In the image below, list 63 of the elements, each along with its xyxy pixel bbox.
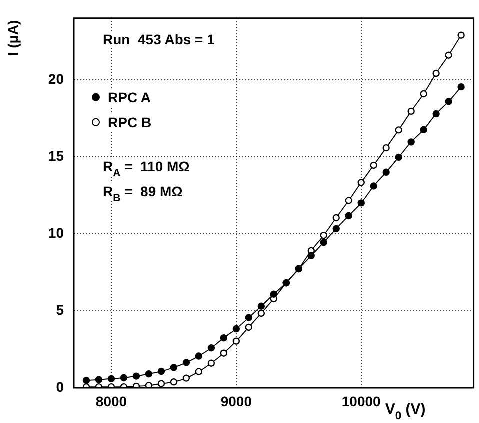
point	[445, 98, 452, 106]
point	[208, 344, 216, 352]
point	[182, 374, 190, 382]
point	[345, 212, 352, 220]
point	[320, 239, 328, 246]
point	[120, 374, 128, 382]
point	[270, 290, 278, 298]
point	[158, 368, 166, 376]
point	[420, 90, 428, 98]
y-tick-label: 5	[56, 302, 64, 318]
point	[220, 350, 228, 357]
point	[195, 368, 203, 376]
y-tick-label: 15	[48, 148, 64, 164]
point	[145, 370, 153, 378]
point	[358, 200, 365, 207]
legend-label: RPC B	[108, 114, 152, 130]
point	[332, 225, 340, 233]
y-axis-title: I (μA)	[5, 20, 21, 56]
point	[232, 338, 240, 345]
point	[445, 52, 452, 59]
point	[258, 302, 266, 310]
point	[108, 375, 116, 383]
point	[408, 138, 415, 146]
annotation: Run 453 Abs = 1	[103, 31, 216, 48]
point	[320, 232, 328, 240]
x-tick-label: 8000	[96, 393, 128, 410]
point	[208, 360, 216, 367]
point	[458, 83, 465, 91]
point	[345, 197, 352, 204]
legend-label: RPC A	[108, 89, 152, 106]
point	[432, 70, 440, 78]
x-tick-label: 10000	[342, 393, 382, 410]
point	[432, 110, 440, 118]
point	[308, 252, 315, 260]
point	[95, 376, 103, 384]
point	[170, 364, 178, 372]
point	[245, 324, 253, 332]
point	[195, 352, 203, 360]
point	[145, 382, 153, 388]
point	[158, 380, 166, 388]
point	[182, 359, 190, 366]
point	[258, 310, 266, 318]
point	[332, 214, 340, 222]
y-tick-label: 0	[56, 378, 64, 395]
point	[370, 162, 378, 170]
point	[382, 144, 390, 152]
x-tick-label: 9000	[220, 393, 252, 410]
point	[382, 168, 390, 176]
point	[408, 108, 415, 116]
point	[395, 126, 402, 134]
point	[82, 377, 90, 384]
point	[132, 372, 140, 380]
y-tick-label: 20	[48, 70, 64, 87]
point	[420, 126, 428, 134]
y-tick-label: 10	[48, 224, 64, 241]
point	[220, 334, 228, 342]
point	[395, 154, 402, 162]
point	[245, 314, 253, 322]
point	[358, 179, 365, 186]
point	[232, 325, 240, 333]
point	[458, 32, 465, 39]
point	[170, 378, 178, 386]
point	[370, 182, 378, 190]
